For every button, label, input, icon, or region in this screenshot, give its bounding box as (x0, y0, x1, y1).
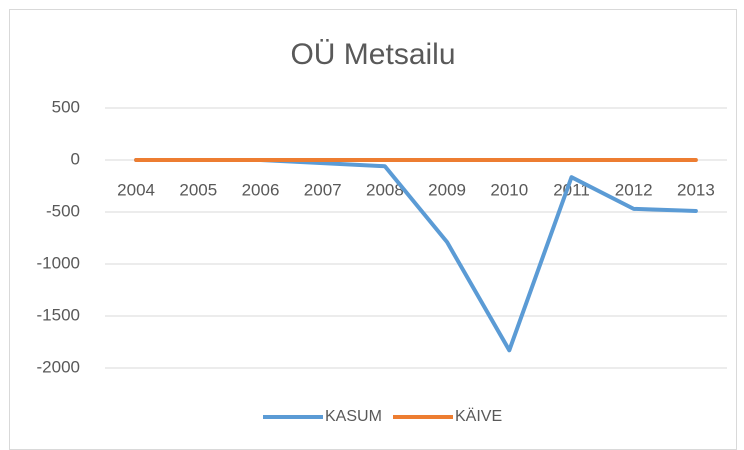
x-tick-label: 2010 (490, 180, 528, 199)
y-tick-label: -1500 (37, 305, 80, 324)
x-tick-label: 2011 (553, 180, 590, 199)
chart-frame (9, 9, 737, 450)
y-tick-label: -1000 (37, 253, 80, 272)
x-tick-label: 2013 (677, 180, 715, 199)
legend-label: KÄIVE (455, 407, 502, 425)
chart-title: OÜ Metsailu (290, 38, 455, 71)
y-tick-label: -500 (46, 201, 80, 220)
x-tick-label: 2008 (366, 180, 404, 199)
x-tick-label: 2005 (179, 180, 217, 199)
y-tick-label: -2000 (37, 357, 80, 376)
x-tick-label: 2004 (117, 180, 155, 199)
x-tick-label: 2006 (242, 180, 280, 199)
legend-label: KASUM (325, 408, 382, 425)
y-tick-label: 500 (52, 97, 80, 116)
x-tick-label: 2012 (615, 180, 653, 199)
y-tick-label: 0 (71, 149, 80, 168)
x-tick-label: 2009 (428, 180, 466, 199)
x-tick-label: 2007 (304, 180, 342, 199)
